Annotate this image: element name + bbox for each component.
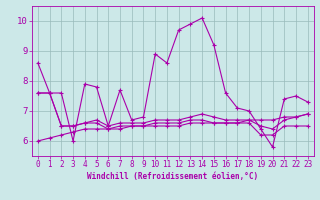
- X-axis label: Windchill (Refroidissement éolien,°C): Windchill (Refroidissement éolien,°C): [87, 172, 258, 181]
